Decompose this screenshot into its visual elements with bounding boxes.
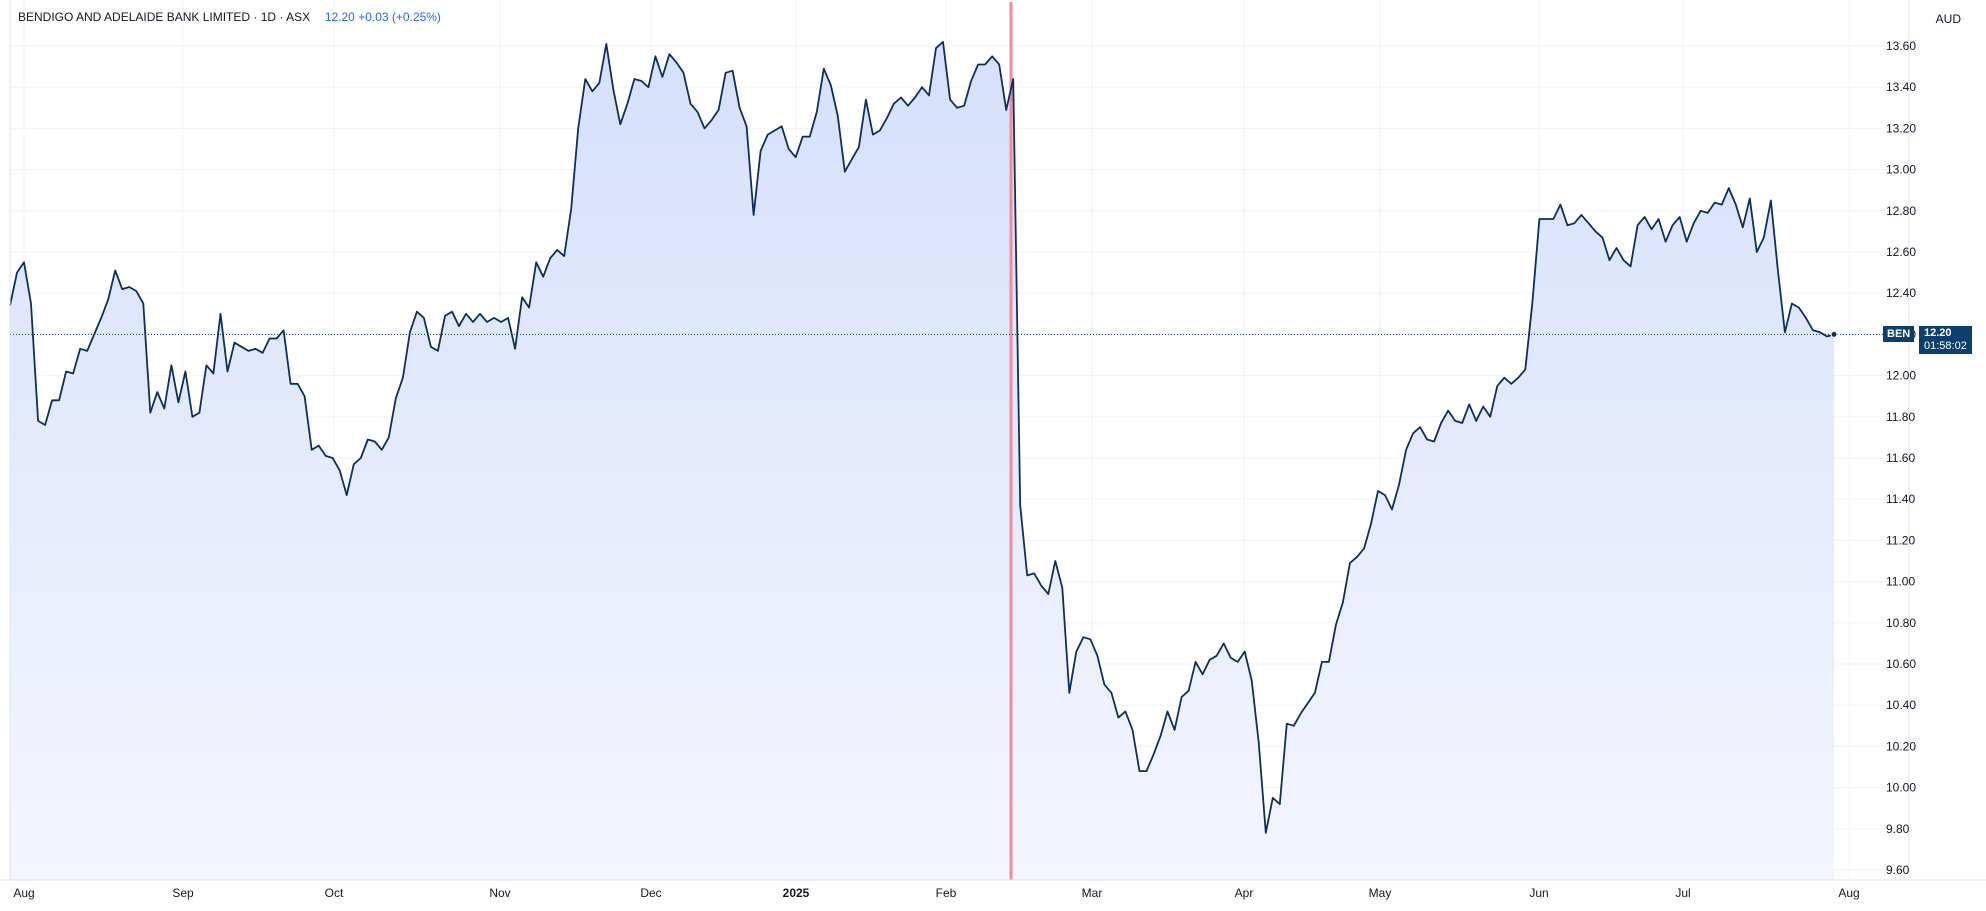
- y-tick-label: 10.60: [1886, 657, 1916, 671]
- x-tick-label: Jul: [1675, 886, 1690, 900]
- price-area: [10, 41, 1834, 880]
- x-axis-ticks: Aug Sep Oct Nov Dec 2025 Feb Mar Apr May Jun Jul Aug: [13, 886, 1859, 900]
- y-axis-ticks: 13.6013.4013.2013.0012.8012.6012.4012.20…: [1886, 39, 1916, 877]
- y-tick-label: 10.40: [1886, 698, 1916, 712]
- event-marker: [10, 2, 1883, 880]
- axes: [0, 0, 1986, 881]
- badge-price: 12.20: [1924, 327, 1952, 340]
- x-tick-label: Jun: [1529, 886, 1548, 900]
- y-tick-label: 12.40: [1886, 286, 1916, 300]
- y-tick-label: 13.20: [1886, 121, 1916, 135]
- y-tick-label: 12.80: [1886, 204, 1916, 218]
- y-tick-label: 10.80: [1886, 616, 1916, 630]
- price-line: [9, 41, 1835, 834]
- x-tick-label: Nov: [489, 886, 510, 900]
- x-tick-label: Aug: [13, 886, 34, 900]
- legend-separator: ·: [279, 10, 284, 24]
- y-tick-label: 13.00: [1886, 163, 1916, 177]
- price-box: 12.20 01:58:02: [1919, 326, 1972, 355]
- symbol-name: BENDIGO AND ADELAIDE BANK LIMITED: [18, 10, 251, 24]
- price-badge: BEN 12.20 01:58:02: [1883, 326, 1972, 356]
- symbol-tag: BEN: [1883, 326, 1915, 343]
- last-price: 12.20: [324, 10, 355, 24]
- x-tick-label: May: [1369, 886, 1392, 900]
- last-price-dot: [1830, 330, 1838, 338]
- y-tick-label: 11.80: [1886, 410, 1915, 424]
- x-tick-label: Sep: [172, 886, 194, 900]
- x-tick-label: Dec: [640, 886, 661, 900]
- y-tick-label: 9.60: [1886, 863, 1910, 877]
- interval-label[interactable]: 1D: [260, 10, 277, 24]
- legend-separator: ·: [253, 10, 258, 24]
- y-tick-label: 11.20: [1886, 533, 1915, 547]
- x-tick-label: Aug: [1838, 886, 1859, 900]
- y-tick-label: 10.20: [1886, 739, 1916, 753]
- x-tick-label: Feb: [936, 886, 957, 900]
- price-series: [9, 41, 1838, 834]
- exchange-label: ASX: [286, 10, 311, 24]
- currency-label[interactable]: AUD: [1935, 12, 1961, 26]
- x-tick-label: Apr: [1235, 886, 1254, 900]
- y-tick-label: 13.60: [1886, 39, 1916, 53]
- y-tick-label: 13.40: [1886, 80, 1916, 94]
- x-tick-label: Oct: [325, 886, 344, 900]
- price-change: +0.03: [358, 10, 389, 24]
- y-tick-label: 10.00: [1886, 781, 1916, 795]
- y-tick-label: 11.00: [1886, 575, 1915, 589]
- y-tick-label: 12.60: [1886, 245, 1916, 259]
- x-tick-label: 2025: [783, 886, 810, 900]
- y-tick-label: 11.40: [1886, 492, 1915, 506]
- chart-legend: BENDIGO AND ADELAIDE BANK LIMITED · 1D ·…: [18, 10, 441, 24]
- y-tick-label: 11.60: [1886, 451, 1915, 465]
- y-tick-label: 9.80: [1886, 822, 1910, 836]
- price-area-fill: [10, 41, 1834, 880]
- y-tick-label: 12.00: [1886, 369, 1916, 383]
- price-change-percent: (+0.25%): [391, 10, 441, 24]
- x-tick-label: Mar: [1082, 886, 1103, 900]
- badge-countdown: 01:58:02: [1924, 340, 1967, 353]
